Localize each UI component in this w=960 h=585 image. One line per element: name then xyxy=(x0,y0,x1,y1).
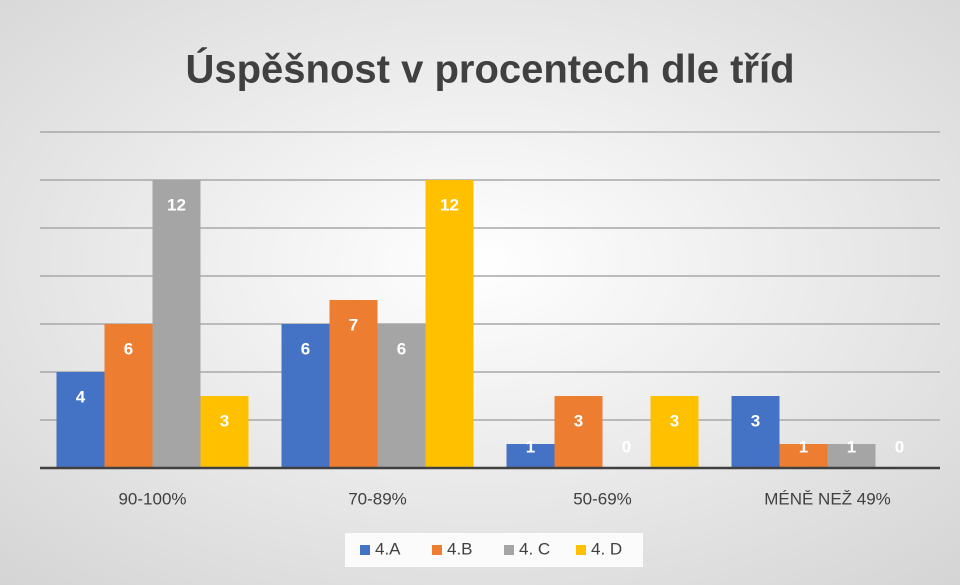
data-label: 7 xyxy=(349,315,358,334)
data-label: 1 xyxy=(526,437,535,456)
chart-title: Úspěšnost v procentech dle tříd xyxy=(185,46,794,92)
bar xyxy=(650,396,699,468)
bar xyxy=(377,324,426,468)
data-label: 6 xyxy=(301,339,310,358)
bar xyxy=(281,324,330,468)
legend-swatch xyxy=(576,545,586,555)
legend-label: 4. C xyxy=(519,539,550,558)
legend-box xyxy=(345,533,643,567)
legend-swatch xyxy=(360,545,370,555)
legend-label: 4. D xyxy=(591,539,622,558)
bar xyxy=(152,180,201,468)
legend-label: 4.B xyxy=(447,539,473,558)
x-tick-label: 50-69% xyxy=(573,489,632,508)
data-label: 12 xyxy=(440,195,459,214)
data-label: 6 xyxy=(397,339,406,358)
bar xyxy=(200,396,249,468)
x-tick-label: MÉNĚ NEŽ 49% xyxy=(764,489,891,508)
data-label: 3 xyxy=(751,411,760,430)
data-label: 3 xyxy=(220,411,229,430)
legend-label: 4.A xyxy=(375,539,401,558)
bar xyxy=(554,396,603,468)
bar xyxy=(731,396,780,468)
data-label: 3 xyxy=(574,411,583,430)
data-label: 4 xyxy=(76,387,86,406)
data-label: 12 xyxy=(167,195,186,214)
data-label: 0 xyxy=(895,437,904,456)
legend-swatch xyxy=(432,545,442,555)
data-label: 0 xyxy=(622,437,631,456)
bar xyxy=(425,180,474,468)
bar xyxy=(779,444,828,468)
x-tick-label: 90-100% xyxy=(118,489,186,508)
bar xyxy=(329,300,378,468)
x-tick-label: 70-89% xyxy=(348,489,407,508)
bar xyxy=(827,444,876,468)
bar xyxy=(104,324,153,468)
data-label: 1 xyxy=(799,437,808,456)
bar xyxy=(56,372,105,468)
legend-swatch xyxy=(504,545,514,555)
bar xyxy=(506,444,555,468)
data-label: 6 xyxy=(124,339,133,358)
data-label: 3 xyxy=(670,411,679,430)
data-label: 1 xyxy=(847,437,856,456)
